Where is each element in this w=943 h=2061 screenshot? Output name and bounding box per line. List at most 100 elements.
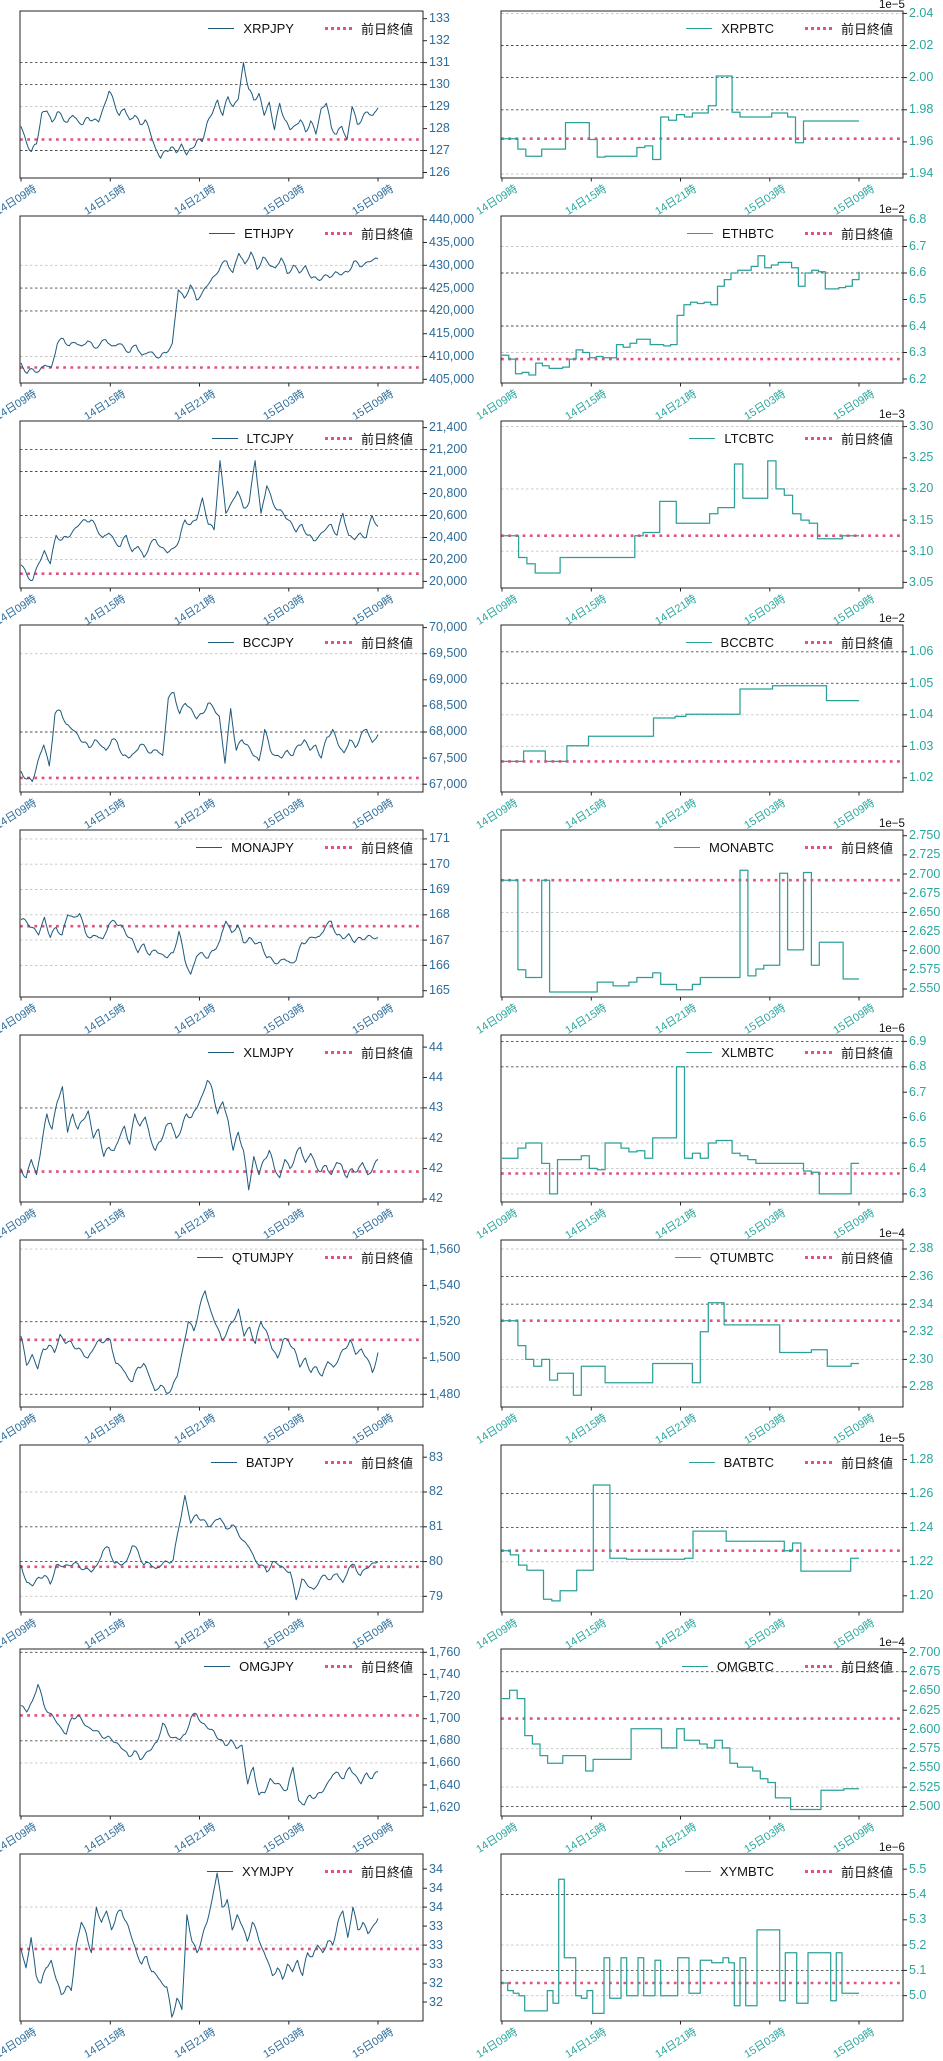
- y-tick-label: 42: [429, 1130, 443, 1145]
- y-tick-label: 2.525: [909, 1779, 941, 1794]
- price-line: [502, 255, 860, 376]
- legend-prev-close-label: 前日終値: [840, 1251, 893, 1266]
- y-tick-label: 3.10: [909, 543, 934, 558]
- legend-prev-close-label: 前日終値: [360, 227, 413, 242]
- y-tick-label: 33: [429, 1918, 443, 1933]
- y-tick-label: 6.8: [909, 212, 927, 227]
- legend-prev-close-swatch: [804, 232, 832, 235]
- chart-plot: [500, 1853, 907, 2025]
- y-tick-label: 3.15: [909, 512, 934, 527]
- y-tick-label: 42: [429, 1161, 443, 1176]
- y-tick-label: 3.25: [909, 450, 934, 465]
- chart-monabtc: 2.750 2.725 2.700 2.675 2.650 2.625 2.600 2.575…: [471, 818, 943, 1037]
- y-tick-label: 2.575: [909, 1741, 941, 1756]
- chart-xlmjpy: 44 44 43 42 42 42 14日09時 14日15時 14日21時 15日03時 15日0…: [0, 1024, 472, 1242]
- y-tick-label: 170: [429, 856, 450, 871]
- y-tick-label: 1,500: [429, 1350, 461, 1365]
- chart-legend: BCCJPY 前日終値: [207, 633, 413, 652]
- y-tick-label: 127: [429, 143, 450, 158]
- price-line: [20, 62, 379, 159]
- chart-legend: OMGBTC 前日終値: [681, 1657, 893, 1676]
- y-tick-label: 405,000: [429, 371, 475, 386]
- chart-plot: [19, 1239, 427, 1411]
- legend-prev-close-swatch: [324, 1051, 352, 1054]
- legend-prev-close-swatch: [324, 1461, 352, 1464]
- price-line: [502, 1302, 859, 1396]
- y-tick-label: 6.3: [909, 1186, 927, 1201]
- y-tick-label: 2.650: [909, 1683, 941, 1698]
- legend-prev-close-swatch: [324, 27, 352, 30]
- y-tick-label: 70,000: [429, 620, 468, 635]
- y-tick-label: 5.0: [909, 1988, 927, 2003]
- legend-series-label: BCCJPY: [242, 635, 294, 650]
- y-tick-label: 21,200: [429, 442, 468, 457]
- price-line: [502, 869, 859, 993]
- price-line: [502, 1689, 859, 1811]
- legend-prev-close-swatch: [804, 1665, 832, 1668]
- legend-prev-close-label: 前日終値: [840, 841, 893, 856]
- legend-line-swatch: [689, 438, 716, 439]
- y-tick-label: 1.02: [909, 770, 934, 785]
- axis-offset-label: 1e−6: [879, 1023, 905, 1035]
- y-tick-label: 169: [429, 881, 450, 896]
- chart-plot: [19, 829, 427, 1001]
- y-tick-label: 20,800: [429, 486, 468, 500]
- y-tick-label: 1,720: [429, 1689, 461, 1704]
- y-tick-label: 1,520: [429, 1314, 461, 1329]
- price-line: [502, 460, 859, 574]
- legend-line-swatch: [210, 1462, 237, 1463]
- plot-border: [19, 215, 424, 384]
- axis-offset-label: 1e−6: [879, 1842, 905, 1854]
- plot-border: [19, 1239, 424, 1408]
- y-tick-label: 44: [429, 1070, 443, 1084]
- chart-xymbtc: 5.5 5.4 5.3 5.2 5.1 5.0 14日09時 14日15時 14日21時 15日0…: [471, 1842, 943, 2061]
- y-tick-label: 21,400: [429, 420, 468, 435]
- chart-plot: [19, 1034, 427, 1206]
- legend-series-label: ETHBTC: [721, 226, 774, 241]
- chart-legend: XYMJPY 前日終値: [206, 1862, 413, 1881]
- legend-prev-close-swatch: [324, 846, 352, 849]
- y-tick-label: 1,480: [429, 1386, 461, 1401]
- legend-series-label: QTUMBTC: [709, 1250, 774, 1265]
- chart-legend: QTUMBTC 前日終値: [674, 1248, 893, 1267]
- legend-prev-close-swatch: [324, 1256, 352, 1259]
- legend-series-label: OMGJPY: [239, 1659, 294, 1674]
- legend-series-label: QTUMJPY: [231, 1250, 294, 1265]
- y-tick-label: 171: [429, 831, 450, 846]
- plot-border: [500, 1444, 904, 1613]
- legend-series-label: BCCBTC: [720, 635, 774, 650]
- legend-line-swatch: [684, 1871, 711, 1872]
- chart-qtumjpy: 1,560 1,540 1,520 1,500 1,480 14日09時 14日15時 14日…: [0, 1229, 472, 1447]
- chart-plot: [500, 1648, 907, 1820]
- y-tick-label: 440,000: [429, 212, 475, 227]
- chart-plot: [500, 624, 907, 796]
- y-tick-label: 420,000: [429, 303, 475, 318]
- y-tick-label: 1,740: [429, 1666, 461, 1681]
- y-tick-label: 1.94: [909, 166, 934, 181]
- chart-ethbtc: 6.8 6.7 6.6 6.5 6.4 6.3 6.2 14日09時 14日15時 14日21時 1…: [471, 204, 943, 423]
- y-tick-label: 2.36: [909, 1269, 934, 1284]
- y-tick-label: 6.7: [909, 1084, 927, 1099]
- chart-legend: XYMBTC 前日終値: [684, 1862, 893, 1881]
- y-tick-label: 67,500: [429, 750, 468, 765]
- legend-series-label: XRPJPY: [243, 21, 294, 36]
- chart-plot: [19, 1648, 427, 1820]
- legend-prev-close-label: 前日終値: [360, 432, 413, 447]
- chart-legend: BATJPY 前日終値: [210, 1453, 413, 1472]
- y-tick-label: 2.550: [909, 981, 941, 996]
- legend-series-label: XYMBTC: [719, 1864, 774, 1879]
- plot-border: [19, 829, 424, 998]
- legend-series-label: XLMBTC: [721, 1045, 774, 1060]
- legend-series-label: OMGBTC: [716, 1659, 774, 1674]
- chart-plot: [500, 420, 907, 592]
- y-tick-label: 80: [429, 1554, 443, 1569]
- legend-prev-close-swatch: [804, 27, 832, 30]
- chart-plot: [19, 420, 427, 592]
- y-tick-label: 2.34: [909, 1296, 934, 1311]
- y-tick-label: 21,000: [429, 464, 468, 479]
- y-tick-label: 3.05: [909, 574, 934, 589]
- legend-prev-close-label: 前日終値: [360, 1660, 413, 1675]
- chart-legend: LTCJPY 前日終値: [211, 429, 413, 448]
- y-tick-label: 1.26: [909, 1486, 934, 1501]
